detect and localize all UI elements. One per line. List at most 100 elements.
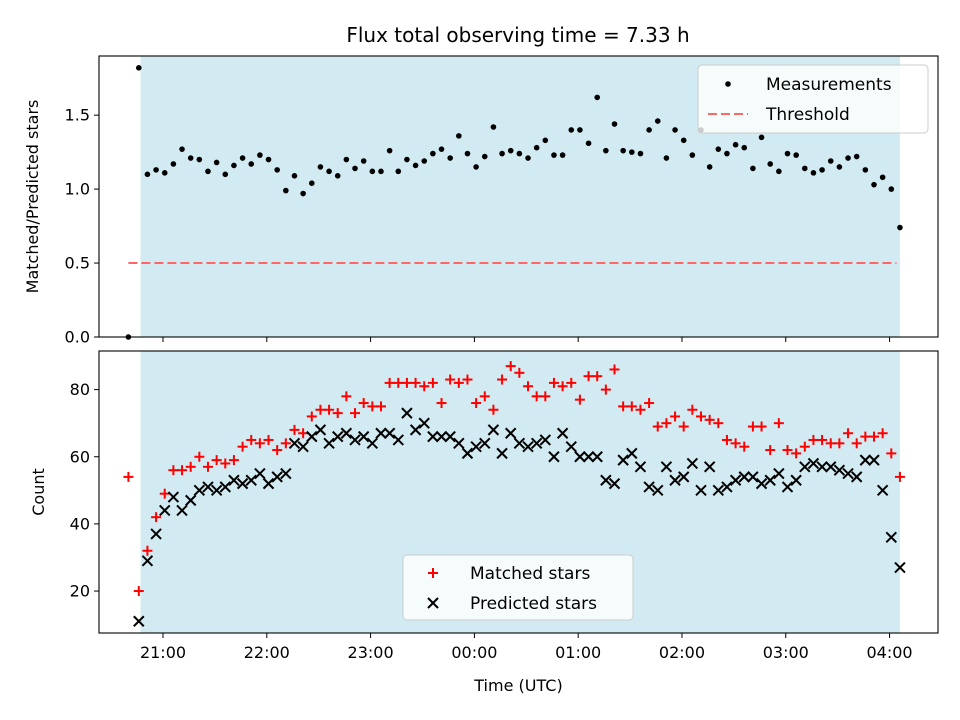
matched-star-marker xyxy=(592,371,603,382)
measurement-point xyxy=(205,168,211,175)
predicted-star-marker xyxy=(522,440,534,453)
measurement-point xyxy=(291,172,298,179)
predicted-star-marker xyxy=(487,424,500,436)
matched-star-marker xyxy=(548,377,559,388)
measurement-point xyxy=(144,171,151,178)
measurement-point xyxy=(706,164,713,170)
predicted-star-marker xyxy=(703,461,716,473)
measurement-point xyxy=(801,165,808,172)
predicted-star-marker xyxy=(608,477,621,490)
matched-star-marker xyxy=(142,545,153,556)
predicted-star-marker xyxy=(228,474,240,486)
measurement-point xyxy=(326,168,332,175)
predicted-star-marker xyxy=(401,407,413,419)
measurement-point xyxy=(897,224,903,231)
measurement-point xyxy=(732,141,739,148)
predicted-star-marker xyxy=(729,474,742,486)
predicted-star-marker xyxy=(885,531,897,544)
y-tick-label: 20 xyxy=(70,582,90,601)
predicted-star-marker xyxy=(427,430,439,443)
predicted-star-marker xyxy=(271,471,283,483)
measurement-point xyxy=(741,144,748,151)
predicted-star-marker xyxy=(262,477,275,490)
predicted-star-marker xyxy=(210,484,223,497)
measurement-point xyxy=(776,168,782,175)
measurement-point xyxy=(559,152,566,158)
matched-star-marker xyxy=(228,455,239,466)
measurement-point xyxy=(378,168,384,175)
predicted-star-points xyxy=(133,407,906,627)
predicted-star-marker xyxy=(859,454,872,466)
y-tick-label: 80 xyxy=(70,380,90,399)
measurement-point xyxy=(222,171,229,178)
measurement-point xyxy=(585,140,592,147)
measurement-point xyxy=(239,155,246,161)
predicted-star-marker xyxy=(712,484,725,497)
matched-star-marker xyxy=(237,441,248,452)
predicted-star-marker xyxy=(479,437,491,450)
measurement-point xyxy=(629,149,635,155)
matched-star-marker xyxy=(652,421,663,432)
predicted-star-marker xyxy=(773,467,785,480)
predicted-star-marker xyxy=(375,427,387,439)
matched-star-marker xyxy=(583,371,594,382)
x-tick-label: 02:00 xyxy=(659,643,705,662)
measurement-point xyxy=(836,164,843,170)
measurement-point xyxy=(464,150,471,157)
measurement-point xyxy=(248,161,255,167)
predicted-star-marker xyxy=(150,528,162,540)
ratio-y-axis-label: Matched/Predicted stars xyxy=(23,100,42,294)
measurement-point xyxy=(568,127,575,133)
predicted-star-marker xyxy=(548,451,560,463)
measurement-point xyxy=(767,161,773,167)
matched-star-marker xyxy=(375,401,386,412)
matched-star-marker xyxy=(843,428,854,439)
y-tick-label: 0.5 xyxy=(65,254,90,273)
predicted-star-marker xyxy=(530,437,543,450)
matched-star-marker xyxy=(298,428,309,439)
measurement-point xyxy=(456,133,462,139)
predicted-star-marker xyxy=(868,454,880,466)
measurement-point xyxy=(334,172,341,179)
matched-star-marker xyxy=(747,421,758,432)
measurement-point xyxy=(369,168,376,175)
predicted-star-marker xyxy=(219,481,231,493)
predicted-star-marker xyxy=(357,430,370,443)
matched-star-marker xyxy=(791,448,802,459)
matched-star-marker xyxy=(367,401,378,412)
predicted-star-marker xyxy=(461,447,474,460)
measurement-point xyxy=(343,156,350,163)
predicted-star-marker xyxy=(799,461,811,473)
predicted-star-marker xyxy=(392,434,404,446)
legend-box xyxy=(697,64,929,134)
predicted-star-marker xyxy=(453,437,465,450)
x-tick-label: 01:00 xyxy=(555,643,601,662)
ratio-legend: Measurements Threshold xyxy=(697,64,929,134)
matched-star-marker xyxy=(514,367,525,378)
measurement-point xyxy=(308,180,315,186)
predicted-star-marker xyxy=(816,461,828,473)
count-axes-frame xyxy=(98,350,939,634)
measurement-point xyxy=(611,121,618,127)
matched-star-marker xyxy=(462,374,473,385)
predicted-star-marker xyxy=(435,430,448,443)
measurement-point xyxy=(438,146,445,152)
predicted-star-marker xyxy=(850,471,863,483)
x-tick-label: 00:00 xyxy=(451,643,497,662)
measurement-point xyxy=(421,158,428,164)
predicted-star-marker xyxy=(366,437,379,450)
measurement-point xyxy=(516,150,523,157)
predicted-star-marker xyxy=(582,451,595,463)
matched-star-marker xyxy=(497,374,508,385)
y-tick-label: 60 xyxy=(70,447,90,466)
measurement-point xyxy=(395,168,402,175)
matched-star-marker xyxy=(739,441,750,452)
measurement-point xyxy=(724,150,730,157)
measurement-point xyxy=(646,127,652,133)
measurement-point xyxy=(879,174,886,181)
measurement-point xyxy=(257,152,263,158)
predicted-star-marker xyxy=(747,471,759,483)
predicted-star-marker xyxy=(409,424,422,436)
predicted-star-marker xyxy=(133,615,145,627)
matched-star-marker xyxy=(453,377,464,388)
